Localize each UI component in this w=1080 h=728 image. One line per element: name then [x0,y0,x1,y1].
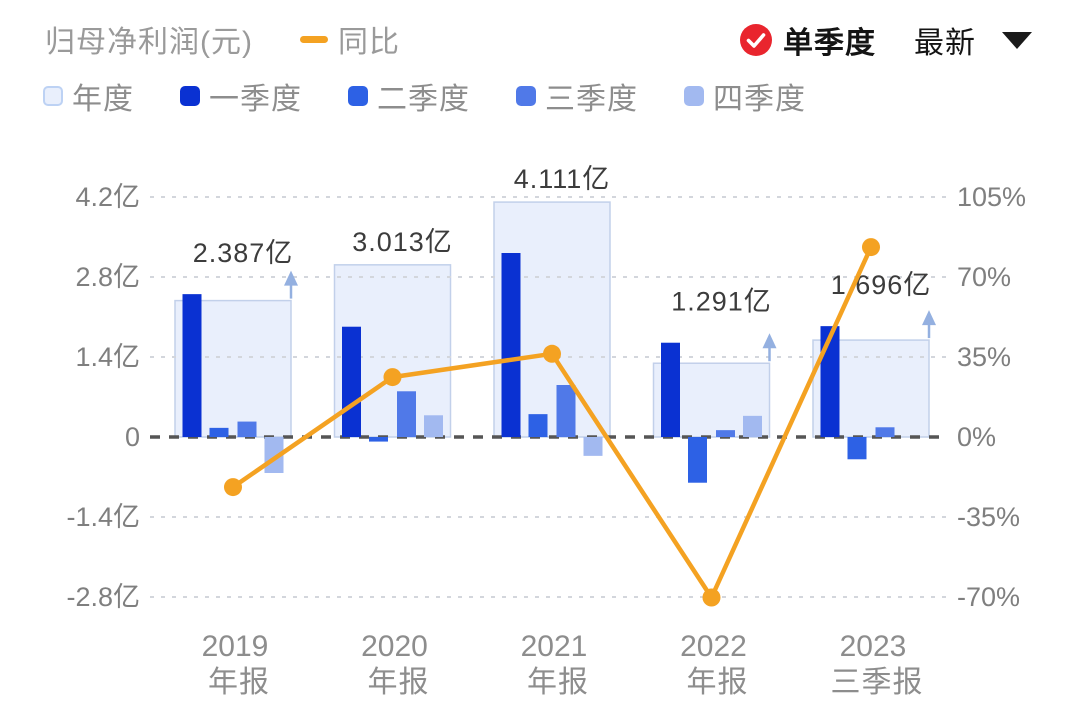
legend-item-label: 二季度 [377,83,470,116]
check-icon[interactable] [739,23,773,57]
legend-item-q1[interactable]: 一季度 [180,74,302,118]
right-axis-tick: -35% [957,502,1020,532]
annual-value-label: 1.696亿 [831,270,932,300]
bar-q3-2023[interactable] [875,427,895,437]
x-label-year: 2022 [680,630,747,663]
legend-swatch-icon [684,86,704,106]
right-axis-tick: 0% [957,422,996,452]
right-axis-tick: 70% [957,262,1011,292]
annual-value-label: 1.291亿 [671,287,772,317]
latest-dropdown-label: 最新 [914,27,976,60]
series-legend: 年度 一季度 二季度 三季度 四季度 [43,78,806,116]
yoy-point-2020[interactable] [383,368,402,387]
bar-q2-2023[interactable] [847,437,867,460]
bar-q2-2022[interactable] [688,437,707,483]
left-axis-tick: 1.4亿 [75,342,140,372]
bar-q1-2020[interactable] [342,326,361,437]
bar-q3-2022[interactable] [716,430,735,437]
annual-value-label: 4.111亿 [514,164,611,194]
legend-item-label: 四季度 [713,83,806,116]
legend-swatch-icon [180,86,200,106]
bar-q2-2021[interactable] [528,414,548,437]
x-label-year: 2020 [361,630,428,663]
yoy-point-2023[interactable] [862,238,880,257]
legend-item-label: 一季度 [209,83,302,116]
right-axis-tick: 105% [957,182,1026,212]
legend-swatch-icon [348,86,368,106]
bar-q3-2019[interactable] [237,421,257,437]
yoy-point-2019[interactable] [224,478,242,497]
x-label-report: 三季报 [831,666,924,699]
bar-q3-2020[interactable] [397,391,416,437]
legend-item-q3[interactable]: 三季度 [516,74,638,118]
x-label-year: 2021 [521,630,588,663]
left-axis-tick: 0 [125,422,140,452]
bar-q1-2023[interactable] [820,326,840,437]
legend-item-label: 三季度 [545,83,638,116]
left-axis-tick: -2.8亿 [66,582,140,612]
yoy-line-legend[interactable]: 同比 [300,20,400,59]
bar-q1-2022[interactable] [661,342,680,437]
x-label-report: 年报 [208,666,270,699]
legend-swatch-icon [516,86,536,106]
bar-q2-2019[interactable] [209,427,229,437]
chart-title: 归母净利润(元) [45,26,253,59]
up-arrow-icon [762,333,777,349]
x-label-year: 2023 [840,630,907,663]
x-label-report: 年报 [687,666,749,699]
up-arrow-icon [284,270,298,286]
chart-header: 归母净利润(元) [45,20,253,59]
legend-item-q2[interactable]: 二季度 [348,74,470,118]
x-label-report: 年报 [527,666,589,699]
legend-item-annual[interactable]: 年度 [43,74,134,118]
bar-q4-2021[interactable] [583,437,603,456]
legend-item-label: 年度 [72,83,134,116]
x-label-year: 2019 [202,630,269,663]
bar-q2-2020[interactable] [369,437,388,442]
right-axis-tick: 35% [957,342,1011,372]
x-label-report: 年报 [368,666,430,699]
bar-q1-2021[interactable] [501,253,521,437]
left-axis-tick: 4.2亿 [75,182,140,212]
legend-swatch-icon [43,86,63,106]
bar-q4-2022[interactable] [743,415,762,437]
left-axis-tick: 2.8亿 [75,262,140,292]
right-axis-tick: -70% [957,582,1020,612]
yoy-point-2022[interactable] [702,588,721,607]
yoy-legend-label: 同比 [338,26,400,59]
single-quarter-toggle[interactable]: 单季度 [783,27,876,60]
up-arrow-icon [922,310,936,326]
annual-value-label: 3.013亿 [352,227,453,257]
latest-dropdown[interactable]: 最新 [914,18,1032,62]
bar-q1-2019[interactable] [182,294,202,437]
yoy-point-2021[interactable] [543,344,561,363]
yoy-line-icon [300,35,328,43]
bar-q4-2020[interactable] [424,415,443,437]
left-axis-tick: -1.4亿 [66,502,140,532]
caret-down-icon [1002,31,1032,49]
annual-value-label: 2.387亿 [193,238,294,268]
mode-controls: 单季度 最新 [739,20,1032,60]
legend-item-q4[interactable]: 四季度 [684,74,806,118]
bar-q3-2021[interactable] [556,385,576,437]
